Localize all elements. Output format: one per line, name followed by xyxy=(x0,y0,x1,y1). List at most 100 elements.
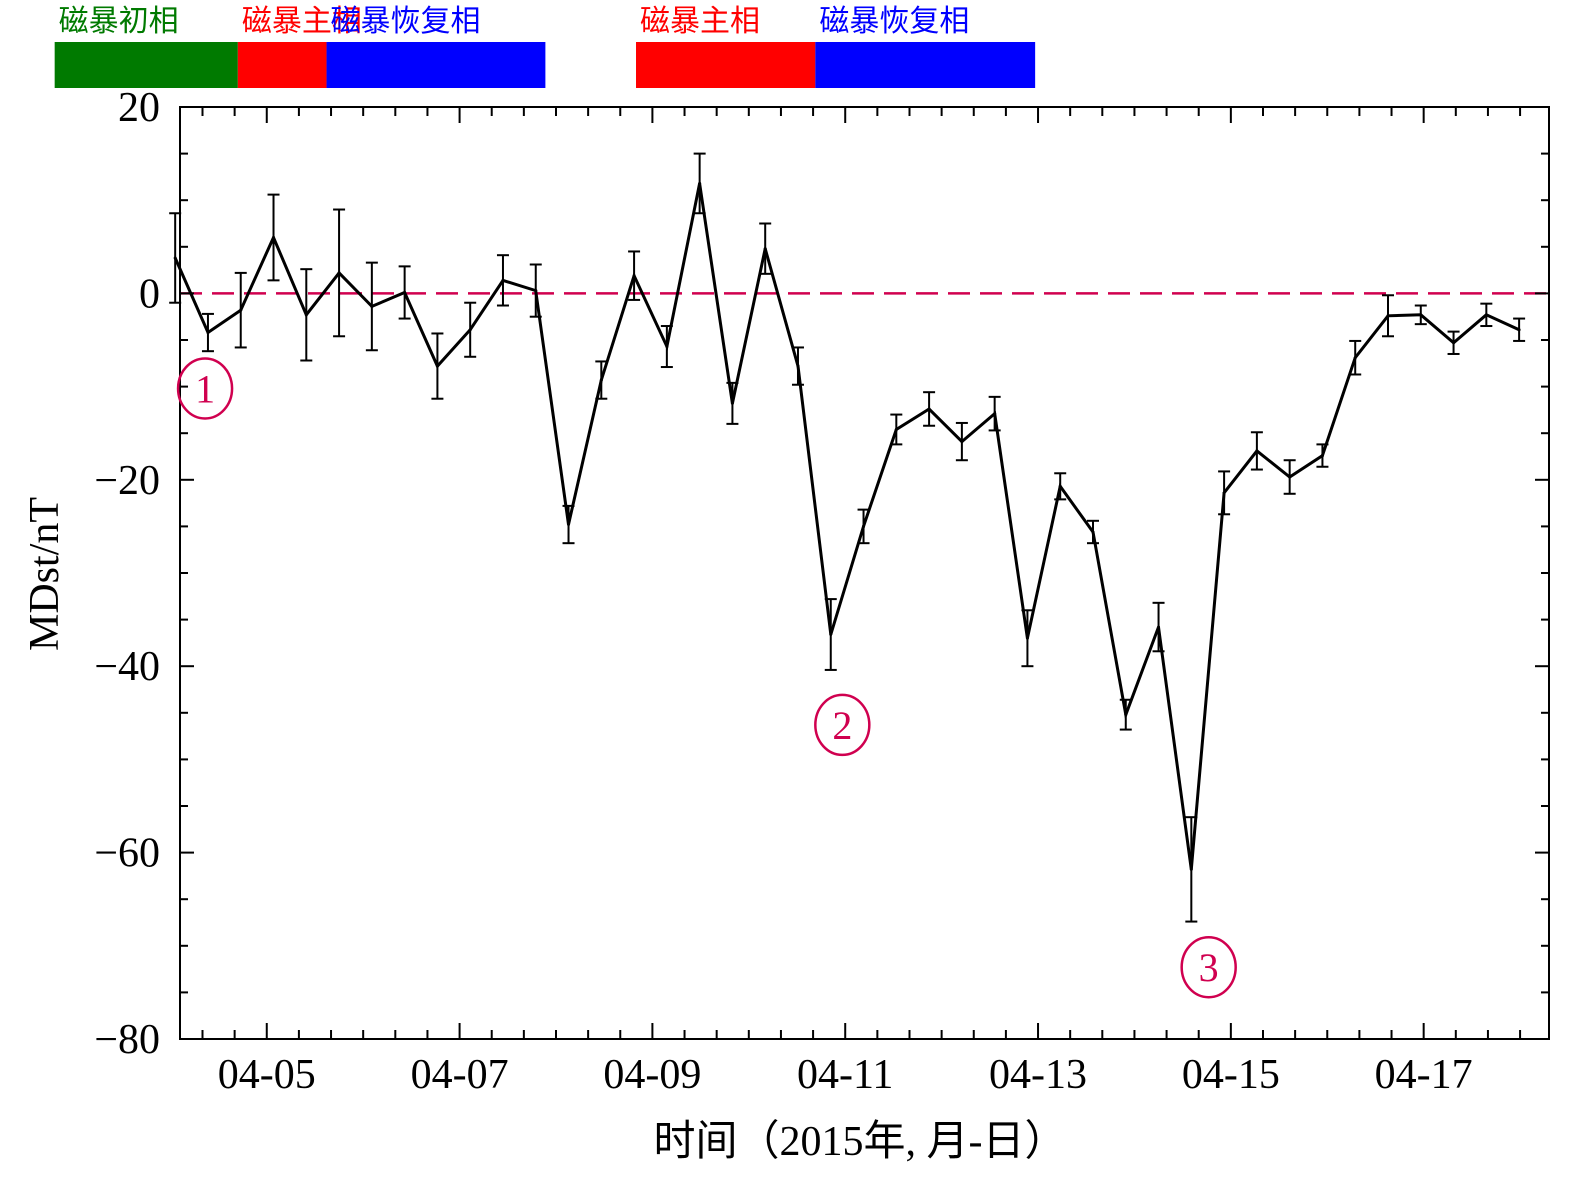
error-bar xyxy=(234,271,247,349)
data-point xyxy=(1222,491,1226,495)
error-bar xyxy=(1316,443,1329,468)
phase-band-1 xyxy=(237,42,327,88)
error-bar xyxy=(496,254,509,307)
x-tick-label: 04-17 xyxy=(1375,1052,1473,1098)
phase-label-1: 磁暴主相 xyxy=(242,4,362,39)
y-tick-label: −60 xyxy=(94,831,160,877)
error-bar xyxy=(1447,330,1460,355)
data-point xyxy=(1386,314,1390,318)
storm-marker-circle xyxy=(176,357,234,420)
data-point xyxy=(1189,867,1193,871)
error-bar xyxy=(988,395,1001,432)
phase-label-3: 磁暴主相 xyxy=(640,4,760,39)
data-point xyxy=(1124,713,1128,717)
error-bar xyxy=(693,152,706,215)
error-bar xyxy=(1021,609,1034,668)
y-tick-label: −40 xyxy=(94,644,160,690)
data-point xyxy=(1058,484,1062,488)
data-point xyxy=(1419,313,1423,317)
data-point xyxy=(1255,449,1259,453)
x-tick-label: 04-11 xyxy=(797,1052,893,1098)
y-tick-label: −20 xyxy=(94,458,160,504)
x-axis-label: 时间（2015年, 月-日） xyxy=(654,1118,1067,1165)
error-bar xyxy=(1250,431,1263,471)
storm-marker-label: 2 xyxy=(832,703,852,748)
data-point xyxy=(730,401,734,405)
data-point xyxy=(993,412,997,416)
error-bar xyxy=(1283,459,1296,495)
error-bar xyxy=(759,222,772,275)
data-point xyxy=(1452,341,1456,345)
storm-marker-circle xyxy=(814,693,871,757)
error-bar xyxy=(562,504,575,545)
storm-marker: 3 xyxy=(1180,935,1237,999)
data-point xyxy=(567,523,571,527)
data-point xyxy=(960,440,964,444)
data-point xyxy=(862,524,866,528)
x-tick-label: 04-07 xyxy=(411,1052,509,1098)
error-bar xyxy=(726,381,739,425)
error-bar xyxy=(398,265,411,320)
error-bar xyxy=(1152,601,1165,653)
data-point xyxy=(1091,530,1095,534)
phase-band-4 xyxy=(815,42,1036,88)
data-point xyxy=(501,278,505,282)
error-bar xyxy=(267,193,280,282)
error-bar xyxy=(857,508,870,545)
error-bar xyxy=(333,208,346,338)
axes-layer: −80 −60 −40 −20 0 20 04-05 04-07 04-09 04-11 04-13… xyxy=(94,85,1550,1098)
data-point xyxy=(1157,625,1161,629)
error-bar xyxy=(1513,317,1526,342)
storm-marker-label: 3 xyxy=(1199,945,1219,990)
error-bar xyxy=(628,250,641,301)
error-bar xyxy=(1480,302,1493,328)
y-tick-label: 0 xyxy=(139,271,160,317)
x-tick-label: 04-05 xyxy=(218,1052,316,1098)
data-point xyxy=(927,407,931,411)
error-bar xyxy=(464,301,477,358)
error-bar xyxy=(1119,698,1132,731)
phase-band-3 xyxy=(636,42,816,88)
error-bar xyxy=(890,413,903,446)
data-point xyxy=(632,274,636,278)
error-bar xyxy=(1054,472,1067,501)
data-point xyxy=(370,304,374,308)
data-point xyxy=(894,427,898,431)
data-point xyxy=(763,247,767,251)
error-bar xyxy=(529,263,542,318)
data-point xyxy=(829,633,833,637)
data-point xyxy=(403,290,407,294)
error-bar xyxy=(1349,339,1362,376)
storm-marker: 2 xyxy=(814,693,871,757)
data-point xyxy=(1484,313,1488,317)
error-bar xyxy=(595,360,608,400)
error-bar xyxy=(201,312,214,353)
storm-marker-label: 1 xyxy=(195,366,215,411)
error-bar xyxy=(431,332,444,400)
error-bar xyxy=(1185,816,1198,923)
data-point xyxy=(1353,356,1357,360)
error-bar xyxy=(300,268,313,362)
data-point xyxy=(435,364,439,368)
data-point xyxy=(173,256,177,260)
storm-marker: 1 xyxy=(176,357,234,420)
y-tick-label: −80 xyxy=(94,1017,160,1063)
error-bar xyxy=(365,261,378,352)
error-bar xyxy=(660,325,673,369)
phase-label-0: 磁暴初相 xyxy=(59,4,179,39)
data-point xyxy=(272,235,276,239)
phase-label-2: 磁暴恢复相 xyxy=(331,4,481,39)
y-tick-label: 20 xyxy=(118,85,160,131)
y-axis-label: MDst/nT xyxy=(22,497,68,651)
error-bar xyxy=(1381,294,1394,338)
plot-frame xyxy=(179,106,1550,1040)
data-point xyxy=(698,181,702,185)
data-point xyxy=(1517,328,1521,332)
data-point xyxy=(206,331,210,335)
x-tick-label: 04-13 xyxy=(989,1052,1087,1098)
annotation-layer: 1 2 3 xyxy=(176,357,1237,999)
data-point xyxy=(796,364,800,368)
x-tick-label: 04-15 xyxy=(1182,1052,1280,1098)
data-point xyxy=(1320,454,1324,458)
